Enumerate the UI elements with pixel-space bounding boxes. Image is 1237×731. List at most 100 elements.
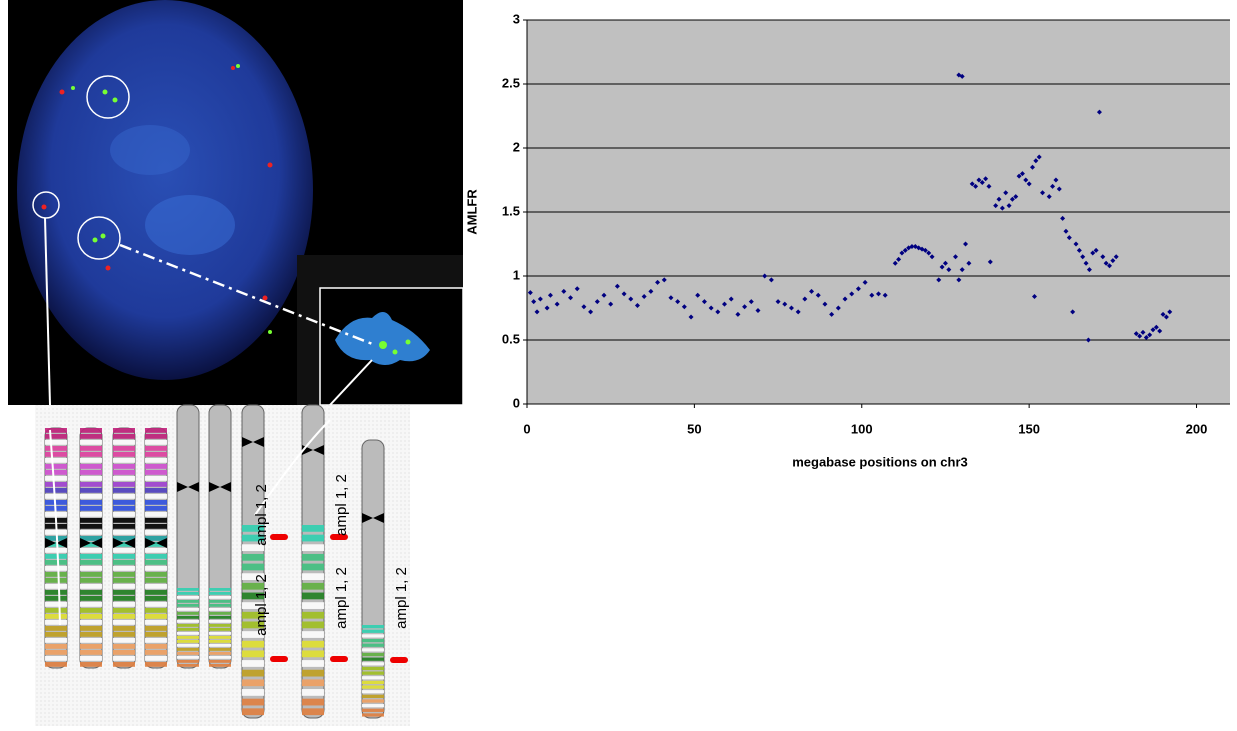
band (302, 553, 324, 561)
band (242, 631, 264, 638)
point (581, 304, 587, 310)
point (1060, 215, 1066, 221)
band (145, 488, 167, 493)
point (939, 264, 945, 270)
band (302, 660, 324, 667)
band (113, 650, 135, 655)
x-tick-label: 0 (523, 421, 530, 436)
microscopy-image (8, 0, 464, 406)
point (936, 277, 942, 283)
point (1153, 324, 1159, 330)
band (145, 518, 167, 523)
band (177, 640, 199, 643)
band (362, 666, 384, 671)
point (926, 250, 932, 256)
band (113, 488, 135, 493)
y-tick-label: 1.5 (502, 203, 520, 218)
x-tick-label: 50 (687, 421, 701, 436)
band (302, 563, 324, 571)
band (113, 656, 135, 661)
point (909, 244, 915, 250)
band (209, 636, 231, 639)
band (177, 636, 199, 639)
band (242, 708, 264, 716)
band (45, 566, 67, 571)
point (1009, 196, 1015, 202)
band (242, 689, 264, 696)
band (302, 689, 324, 696)
point (1083, 260, 1089, 266)
point (748, 299, 754, 305)
band (80, 578, 102, 583)
band (209, 656, 231, 659)
band (209, 624, 231, 627)
band (80, 428, 102, 433)
band (80, 566, 102, 571)
band (145, 578, 167, 583)
y-axis-label: AMLFR (464, 189, 479, 235)
annotation: ampl 1, 2 (393, 567, 410, 629)
band (45, 656, 67, 661)
band (45, 578, 67, 583)
band (80, 530, 102, 535)
band (302, 534, 324, 542)
point (537, 296, 543, 302)
band (80, 608, 102, 613)
band (113, 584, 135, 589)
point (1093, 247, 1099, 253)
band (80, 626, 102, 631)
annotation: ampl 1, 2 (253, 574, 270, 636)
band (113, 602, 135, 607)
band (113, 578, 135, 583)
band (80, 584, 102, 589)
point (554, 301, 560, 307)
band (145, 524, 167, 529)
panel-arrows (49, 419, 331, 626)
point (973, 183, 979, 189)
band (177, 588, 199, 591)
band (209, 652, 231, 655)
point (641, 293, 647, 299)
annotation: ampl 1, 2 (333, 474, 350, 536)
band (80, 446, 102, 451)
band (45, 428, 67, 433)
band (113, 512, 135, 517)
band (145, 590, 167, 595)
band (80, 644, 102, 649)
band (113, 620, 135, 625)
band (145, 452, 167, 457)
band (113, 446, 135, 451)
y-tick-label: 3 (513, 11, 520, 26)
band (242, 602, 264, 609)
point (862, 279, 868, 285)
point (1023, 177, 1029, 183)
point (963, 241, 969, 247)
point (695, 292, 701, 298)
band (362, 652, 384, 657)
point (1070, 309, 1076, 315)
point (668, 295, 674, 301)
y-tick-label: 0 (513, 395, 520, 410)
band (80, 482, 102, 487)
band (80, 620, 102, 625)
point (979, 180, 985, 186)
band (113, 452, 135, 457)
point (946, 267, 952, 273)
point (1073, 241, 1079, 247)
band (45, 584, 67, 589)
band (362, 704, 384, 708)
band (45, 662, 67, 667)
amplification-marks (270, 534, 408, 663)
band (45, 482, 67, 487)
band (113, 566, 135, 571)
centromere (302, 445, 324, 455)
band (113, 428, 135, 433)
point (835, 305, 841, 311)
point (1029, 164, 1035, 170)
chart: 0 0.5 1 1.5 2 2.5 3 0 50 100 150 200 (502, 11, 1230, 436)
band (113, 572, 135, 577)
band (145, 506, 167, 511)
band (80, 434, 102, 439)
band (80, 458, 102, 463)
point (1033, 158, 1039, 164)
